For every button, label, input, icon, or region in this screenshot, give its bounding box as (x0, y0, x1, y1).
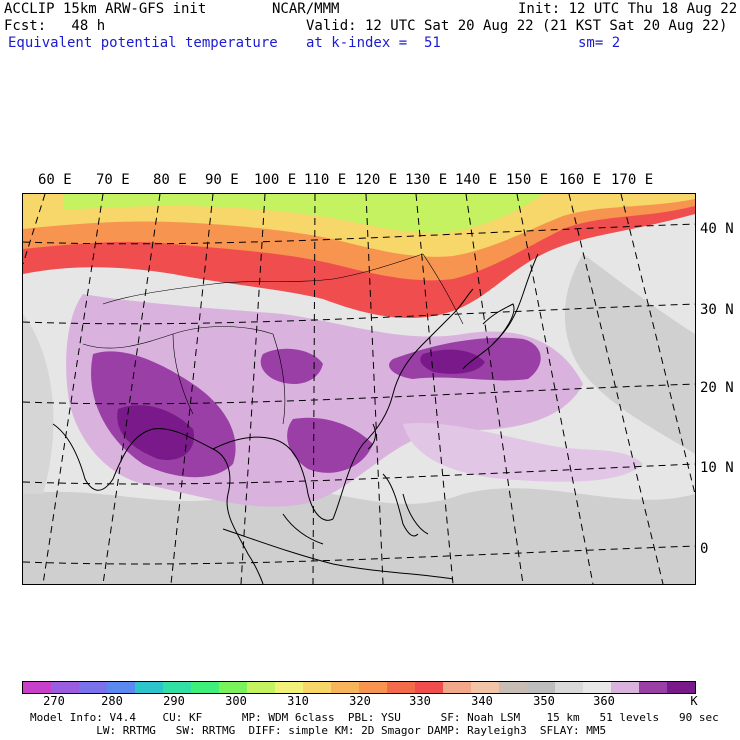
colorbar-segment (443, 682, 471, 693)
colorbar-tick: 340 (471, 694, 493, 708)
colorbar-segment (415, 682, 443, 693)
meridian-140e (465, 194, 524, 584)
colorbar-segment (303, 682, 331, 693)
meridian-100e (240, 194, 266, 584)
lon-label: 120 E (355, 172, 398, 188)
colorbar-segment (23, 682, 51, 693)
lon-label: 160 E (559, 172, 602, 188)
lon-label: 110 E (304, 172, 347, 188)
lilac-patch-pacific (403, 423, 643, 482)
meridian-160e (568, 194, 664, 584)
colorbar-segment (667, 682, 695, 693)
colorbar-segment (247, 682, 275, 693)
level-label: at k-index = 51 (306, 35, 441, 51)
meridian-60e (23, 194, 46, 265)
field-name: Equivalent potential temperature (8, 35, 278, 51)
yellow-band-north (23, 194, 695, 257)
colorbar-unit: K (690, 694, 698, 708)
meridian-70e (42, 194, 104, 584)
parallel-10n (23, 463, 695, 485)
grey-band-east (564, 254, 695, 454)
colorbar-segment (191, 682, 219, 693)
colorbar-segment (611, 682, 639, 693)
colorbar-segment (527, 682, 555, 693)
lat-label: 40 N (700, 221, 734, 237)
theta-e-field-map (23, 194, 695, 584)
meridian-110e (312, 194, 316, 584)
lat-label: 20 N (700, 380, 734, 396)
init-time: Init: 12 UTC Thu 18 Aug 22 (518, 1, 738, 17)
parallel-0 (23, 545, 695, 565)
lon-label: 70 E (96, 172, 130, 188)
colorbar-tick: 280 (101, 694, 123, 708)
graticule (23, 194, 695, 584)
meridian-170e (620, 194, 695, 495)
model-info-line1: Model Info: V4.4 CU: KF MP: WDM 6class P… (30, 711, 719, 724)
colorbar-segment (219, 682, 247, 693)
lon-label: 90 E (205, 172, 239, 188)
green-band-north (63, 194, 543, 233)
valid-time: Valid: 12 UTC Sat 20 Aug 22 (21 KST Sat … (306, 18, 728, 34)
lat-label: 10 N (700, 460, 734, 476)
lon-label: 100 E (254, 172, 297, 188)
colorbar-segment (387, 682, 415, 693)
colorbar-tick: 290 (163, 694, 185, 708)
lon-label: 80 E (153, 172, 187, 188)
colorbar-segment (499, 682, 527, 693)
meridian-130e (415, 194, 454, 584)
colorbar-segment (79, 682, 107, 693)
lat-label: 0 (700, 541, 709, 557)
center-label: NCAR/MMM (272, 1, 340, 17)
colorbar-segment (639, 682, 667, 693)
purple-core-bay (117, 405, 194, 460)
parallel-40n (23, 223, 695, 245)
country-borders (82, 253, 464, 425)
purple-patch-scs (287, 417, 373, 473)
colorbar-segment (555, 682, 583, 693)
grey-band-south (23, 488, 695, 584)
colorbar-segment (331, 682, 359, 693)
lon-label: 170 E (611, 172, 654, 188)
lon-label: 150 E (506, 172, 549, 188)
colorbar-segment (583, 682, 611, 693)
colorbar-segment (51, 682, 79, 693)
colorbar-tick: 330 (409, 694, 431, 708)
colorbar-segment (275, 682, 303, 693)
colorbar-segment (107, 682, 135, 693)
colorbar-tick: 300 (225, 694, 247, 708)
colorbar-ticks: 270 280 290 300 310 320 330 340 350 360 … (0, 694, 740, 708)
colorbar-tick: 310 (287, 694, 309, 708)
colorbar-segment (471, 682, 499, 693)
purple-patch-china (260, 348, 323, 384)
colorbar-segment (135, 682, 163, 693)
grey-band-west (23, 314, 54, 494)
colorbar-tick: 270 (43, 694, 65, 708)
model-title: ACCLIP 15km ARW-GFS init (4, 1, 207, 17)
parallel-20n (23, 383, 695, 405)
colorbar-segment (163, 682, 191, 693)
lon-label: 130 E (405, 172, 448, 188)
forecast-hour: Fcst: 48 h (4, 18, 106, 34)
colorbar-segment (359, 682, 387, 693)
smoothing-label: sm= 2 (578, 35, 621, 51)
colorbar-tick: 320 (349, 694, 371, 708)
colorbar-tick: 360 (593, 694, 615, 708)
meridian-120e (365, 194, 384, 584)
colorbar-tick: 350 (533, 694, 555, 708)
lat-label: 30 N (700, 302, 734, 318)
colorbar (22, 681, 696, 694)
meridian-80e (102, 194, 161, 584)
lon-label: 60 E (38, 172, 72, 188)
purple-core-korea (420, 349, 485, 374)
meridian-150e (516, 194, 594, 584)
parallel-30n (23, 303, 695, 325)
meridian-90e (170, 194, 214, 584)
lon-label: 140 E (455, 172, 498, 188)
map-panel (22, 193, 696, 585)
model-info-line2: LW: RRTMG SW: RRTMG DIFF: simple KM: 2D … (30, 724, 607, 737)
